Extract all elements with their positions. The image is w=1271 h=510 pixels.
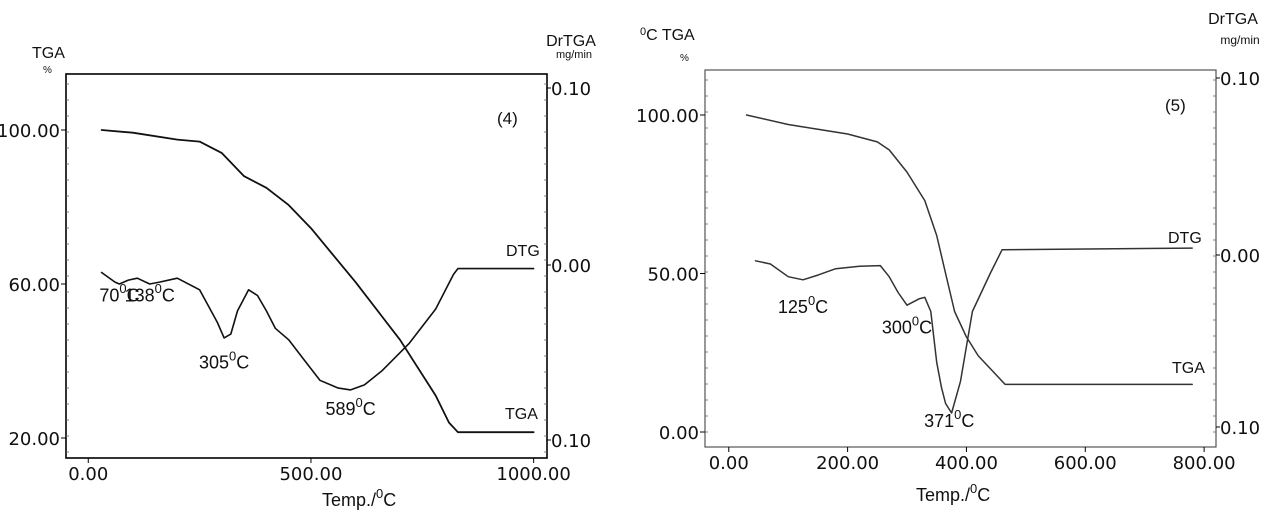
right-axis-title: DrTGA <box>546 33 596 50</box>
y2-tick-label: 0.00 <box>551 256 591 277</box>
dtg-curve-label: DTG <box>506 243 540 260</box>
x-tick-label: 500.00 <box>279 464 342 485</box>
plot-frame <box>704 69 1217 448</box>
panel-label: (5) <box>1165 96 1186 115</box>
y-tick-label: 0.00 <box>659 423 699 444</box>
left-axis-title: TGA <box>32 45 65 62</box>
right-axis-unit: mg/min <box>556 49 592 61</box>
y-tick-label: 50.00 <box>647 265 699 286</box>
y-tick-label: 100.00 <box>636 106 699 127</box>
right-axis-unit: mg/min <box>1220 33 1259 47</box>
peak-annotation-138: 1380C <box>125 281 175 305</box>
peak-annotation-300: 3000C <box>882 314 932 338</box>
left-axis-unit: % <box>43 65 52 76</box>
left-axis-unit: % <box>680 53 689 64</box>
chart-panel-4: 100.00 60.00 20.00 0.10 0.00 0.10 0.00 500.00 10… <box>0 33 596 510</box>
peak-annotation-371: 3710C <box>924 407 974 431</box>
x-tick-label: 800.00 <box>1173 453 1236 474</box>
panel-label: (4) <box>497 109 518 128</box>
x-axis-title: Temp./0C <box>322 486 396 510</box>
y-tick-label: 60.00 <box>8 275 60 296</box>
x-tick-label: 0.00 <box>709 453 749 474</box>
x-tick-label: 200.00 <box>816 453 879 474</box>
series-tga-line <box>745 114 1193 386</box>
dtg-curve-label: DTG <box>1168 230 1202 247</box>
series-tga-line <box>100 129 535 434</box>
tga-curve-label: TGA <box>1172 360 1205 377</box>
tga-curve-label: TGA <box>505 406 538 423</box>
y2-tick-label: 0.10 <box>1220 69 1260 90</box>
y-tick-label: 100.00 <box>0 121 60 142</box>
y2-tick-label: 0.00 <box>1220 246 1260 267</box>
y2-tick-label: 0.10 <box>551 431 591 452</box>
x-axis-title: Temp./0C <box>916 481 990 505</box>
y2-tick-label: 0.10 <box>1220 418 1260 439</box>
y-tick-label: 20.00 <box>8 429 60 450</box>
series-dtg-line <box>100 267 535 391</box>
chart-panel-5: 100.00 50.00 0.00 0.10 0.00 0.10 0.00 200.00 400… <box>636 11 1260 505</box>
y2-tick-label: 0.10 <box>551 79 591 100</box>
x-tick-label: 600.00 <box>1054 453 1117 474</box>
peak-annotation-70: 700C <box>99 281 139 305</box>
plot-frame <box>65 73 548 459</box>
peak-annotation-305: 3050C <box>199 349 249 373</box>
left-axis-title: 0C TGA <box>640 26 695 44</box>
series-dtg-line <box>754 247 1193 414</box>
right-axis-title: DrTGA <box>1208 11 1258 28</box>
x-tick-label: 0.00 <box>68 464 108 485</box>
x-tick-label: 1000.00 <box>496 464 570 485</box>
peak-annotation-125: 1250C <box>778 293 828 317</box>
x-tick-label: 400.00 <box>935 453 998 474</box>
peak-annotation-589: 5890C <box>325 395 375 419</box>
